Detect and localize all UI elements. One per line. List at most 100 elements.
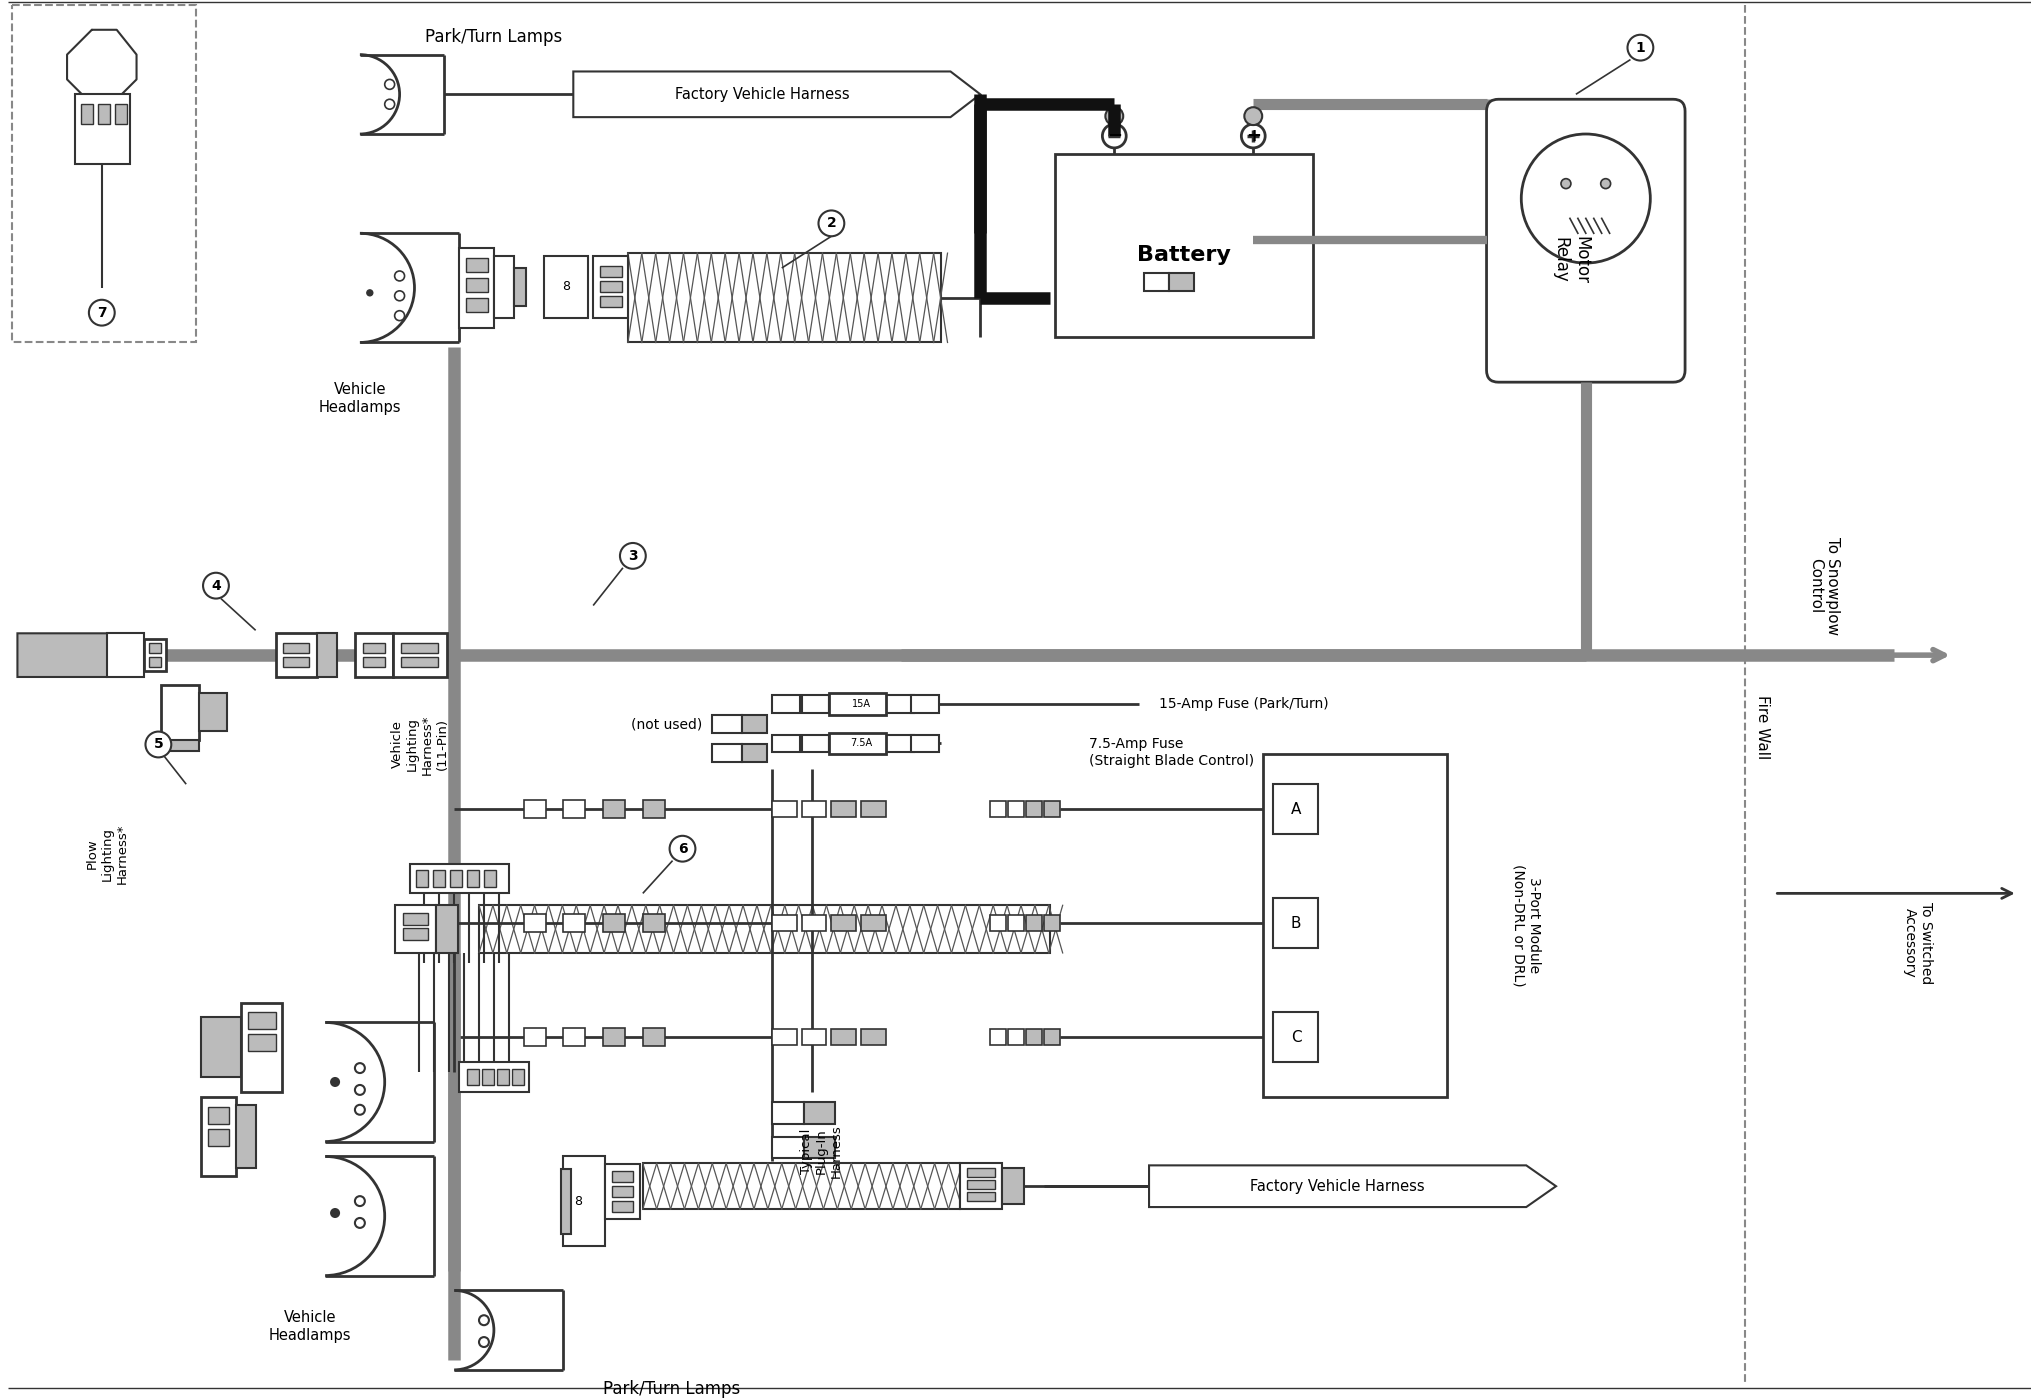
Bar xyxy=(628,253,940,343)
Bar xyxy=(275,633,318,678)
Bar xyxy=(363,643,385,654)
Bar xyxy=(82,104,94,125)
Bar xyxy=(498,1070,510,1085)
Text: 15-Amp Fuse (Park/Turn): 15-Amp Fuse (Park/Turn) xyxy=(1158,697,1329,711)
Bar xyxy=(887,694,913,713)
Circle shape xyxy=(355,1085,365,1095)
Bar xyxy=(612,1201,632,1212)
Text: 15A: 15A xyxy=(852,699,871,708)
Bar xyxy=(493,256,514,318)
Circle shape xyxy=(1562,179,1570,189)
Bar xyxy=(514,267,526,305)
Bar xyxy=(318,633,336,678)
Text: Fire Wall: Fire Wall xyxy=(1756,694,1770,759)
Bar xyxy=(742,745,767,763)
Bar xyxy=(1007,1029,1024,1046)
Text: Factory Vehicle Harness: Factory Vehicle Harness xyxy=(1250,1179,1425,1194)
Bar xyxy=(394,633,447,678)
Bar xyxy=(1044,916,1060,931)
Bar xyxy=(75,94,130,164)
Text: 6: 6 xyxy=(677,841,687,855)
Circle shape xyxy=(1244,108,1262,125)
Bar xyxy=(991,916,1005,931)
Bar xyxy=(803,1137,836,1158)
Circle shape xyxy=(620,543,646,568)
Bar xyxy=(363,657,385,666)
Bar xyxy=(1026,916,1042,931)
Bar xyxy=(434,869,445,888)
Text: 1: 1 xyxy=(1635,41,1645,55)
Text: Plow
Lighting
Harness*: Plow Lighting Harness* xyxy=(86,823,128,883)
Text: −: − xyxy=(1107,127,1121,146)
Bar xyxy=(606,1165,640,1219)
FancyBboxPatch shape xyxy=(1486,99,1684,382)
Bar xyxy=(98,104,110,125)
Bar xyxy=(801,916,826,931)
Text: 4: 4 xyxy=(212,578,220,592)
Bar xyxy=(161,739,200,752)
Bar xyxy=(612,1172,632,1182)
Bar xyxy=(563,914,585,932)
Bar xyxy=(283,643,310,654)
Bar xyxy=(467,258,487,272)
Circle shape xyxy=(355,1063,365,1072)
Bar xyxy=(355,633,394,678)
Text: Park/Turn Lamps: Park/Turn Lamps xyxy=(604,1380,740,1397)
Bar xyxy=(742,715,767,732)
Bar xyxy=(563,1029,585,1046)
Bar xyxy=(479,906,1050,953)
Circle shape xyxy=(355,1218,365,1228)
Bar xyxy=(599,266,622,277)
Bar xyxy=(1026,801,1042,818)
Circle shape xyxy=(396,311,404,321)
Text: C: C xyxy=(1291,1030,1301,1044)
Bar xyxy=(966,1193,995,1201)
Text: 3: 3 xyxy=(628,549,638,563)
Circle shape xyxy=(330,1210,338,1217)
Bar xyxy=(966,1180,995,1189)
Circle shape xyxy=(396,291,404,301)
Bar xyxy=(561,1169,571,1233)
Bar xyxy=(524,799,546,818)
Bar xyxy=(400,657,438,666)
Bar xyxy=(467,1070,479,1085)
Bar xyxy=(200,693,226,731)
Bar xyxy=(832,916,856,931)
Text: (not used): (not used) xyxy=(632,718,701,732)
Bar xyxy=(911,735,938,752)
Text: To Switched
Accessory: To Switched Accessory xyxy=(1902,902,1933,984)
Bar xyxy=(410,864,510,893)
Bar xyxy=(467,869,479,888)
Bar xyxy=(832,801,856,818)
Bar xyxy=(832,1029,856,1046)
Bar xyxy=(773,1137,803,1158)
Circle shape xyxy=(479,1315,489,1326)
Bar xyxy=(149,657,161,666)
Bar xyxy=(459,248,493,328)
Bar xyxy=(524,914,546,932)
Text: Battery: Battery xyxy=(1138,245,1232,265)
Circle shape xyxy=(385,80,396,90)
Text: A: A xyxy=(1291,802,1301,816)
Bar xyxy=(1264,755,1448,1096)
Circle shape xyxy=(479,1337,489,1347)
Bar xyxy=(991,1029,1005,1046)
Bar xyxy=(642,914,665,932)
Bar xyxy=(856,694,885,713)
Bar xyxy=(512,1070,524,1085)
Text: Typical
Plug-In
Harness: Typical Plug-In Harness xyxy=(799,1124,842,1179)
Bar xyxy=(830,693,887,715)
Bar xyxy=(773,801,797,818)
Bar xyxy=(1272,784,1317,834)
Bar xyxy=(402,928,428,939)
Bar xyxy=(642,1029,665,1046)
Bar xyxy=(400,643,438,654)
Bar xyxy=(1007,801,1024,818)
Circle shape xyxy=(1521,134,1650,263)
Bar xyxy=(247,1035,275,1051)
Text: 3-Port Module
(Non-DRL or DRL): 3-Port Module (Non-DRL or DRL) xyxy=(1511,864,1541,987)
Bar xyxy=(801,801,826,818)
Bar xyxy=(524,1029,546,1046)
Bar xyxy=(459,1063,528,1092)
Bar xyxy=(960,1163,1001,1210)
